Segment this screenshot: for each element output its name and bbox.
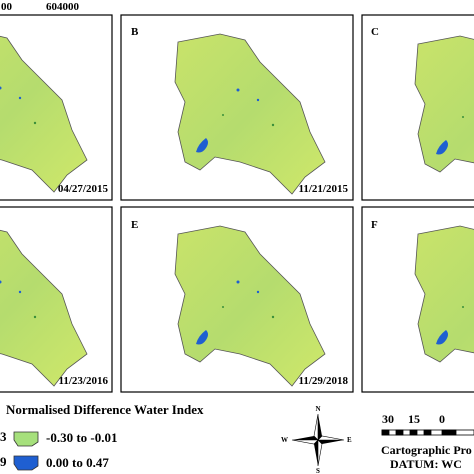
legend-code: 3 (0, 429, 7, 444)
legend-label: -0.30 to -0.01 (46, 430, 118, 445)
panel-date: 11/21/2015 (298, 183, 348, 195)
legend-swatch (13, 431, 39, 447)
compass-label: S (316, 467, 320, 474)
compass-label: E (347, 436, 352, 444)
compass-label: N (315, 405, 320, 413)
coord-label: 00 (1, 1, 13, 13)
credit-text: Cartographic Pro (381, 443, 472, 457)
coord-label: 604000 (46, 1, 80, 13)
panel-letter: C (371, 26, 379, 38)
scale-bar (381, 429, 474, 436)
scale-label: 30 (382, 412, 394, 426)
legend-code: 9 (0, 454, 7, 469)
panel-date: 11/23/2016 (58, 375, 108, 387)
panel-letter: B (131, 26, 139, 38)
panel-date: 11/29/2018 (298, 375, 348, 387)
north-arrow (291, 413, 345, 467)
credit-text: DATUM: WC (390, 457, 462, 471)
scale-label: 0 (439, 412, 445, 426)
panel-letter: E (131, 219, 138, 231)
legend-title: Normalised Difference Water Index (6, 402, 204, 417)
panel-letter: F (371, 219, 378, 231)
compass-label: W (281, 436, 288, 444)
panel-date: 04/27/2015 (58, 183, 109, 195)
scale-label: 15 (408, 412, 420, 426)
legend-swatch (13, 455, 39, 471)
legend-label: 0.00 to 0.47 (46, 455, 109, 470)
